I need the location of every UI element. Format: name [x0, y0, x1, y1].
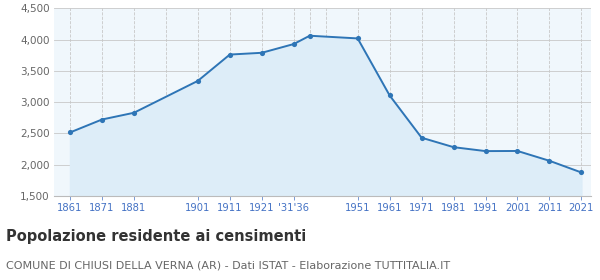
Point: [417, 136, 427, 140]
Point: [289, 42, 299, 46]
Point: [257, 51, 266, 55]
Point: [577, 170, 586, 175]
Point: [193, 79, 203, 83]
Text: Popolazione residente ai censimenti: Popolazione residente ai censimenti: [6, 229, 306, 244]
Point: [481, 149, 490, 153]
Point: [385, 93, 394, 98]
Point: [545, 158, 554, 163]
Point: [353, 36, 362, 41]
Point: [449, 145, 458, 150]
Point: [97, 117, 107, 122]
Point: [225, 52, 235, 57]
Text: COMUNE DI CHIUSI DELLA VERNA (AR) - Dati ISTAT - Elaborazione TUTTITALIA.IT: COMUNE DI CHIUSI DELLA VERNA (AR) - Dati…: [6, 261, 450, 271]
Point: [305, 34, 314, 38]
Point: [65, 130, 75, 135]
Point: [512, 149, 522, 153]
Point: [129, 111, 139, 115]
